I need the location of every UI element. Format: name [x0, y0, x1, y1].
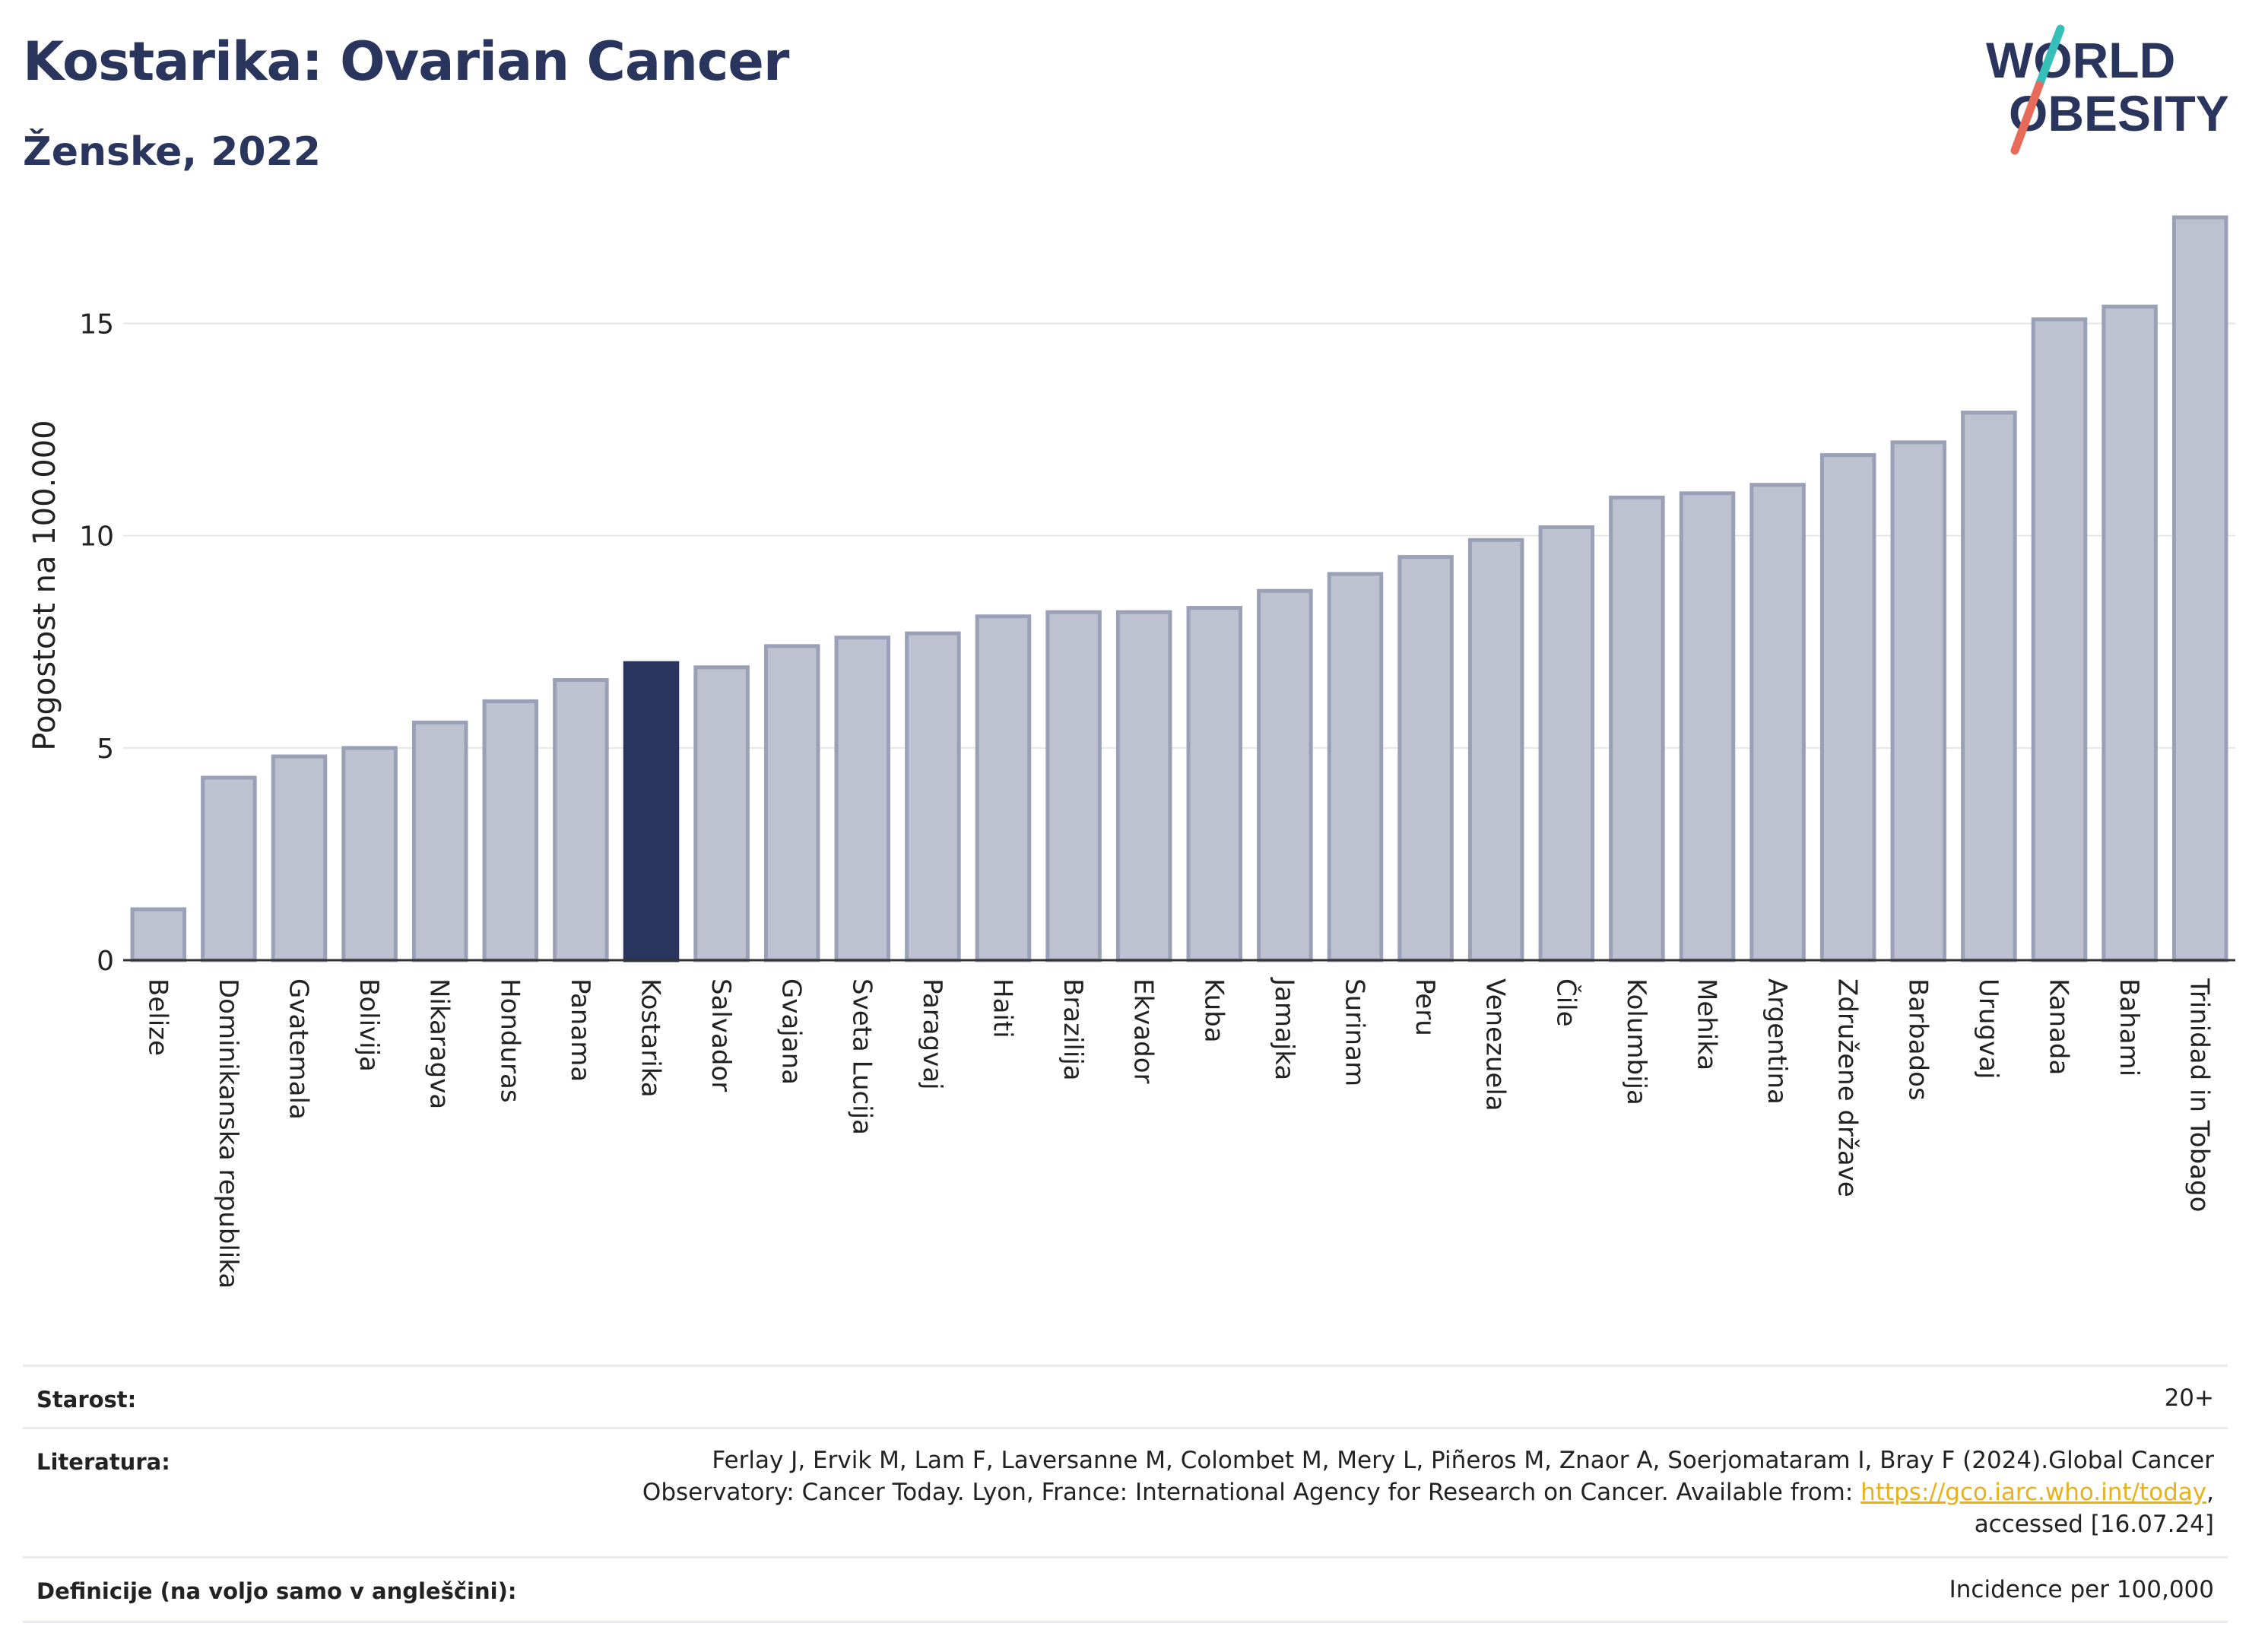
definition-row: Definicije (na voljo samo v angleščini):… [23, 1556, 2228, 1623]
world-obesity-logo: WORLD OBESITY [1986, 24, 2229, 155]
bar [1257, 588, 1313, 962]
x-tick-label: Panama [565, 978, 595, 1082]
bar [1327, 572, 1384, 962]
y-axis-label: Pogostost na 100.000 [27, 420, 62, 750]
literature-line3: accessed [16.07.24] [1974, 1511, 2214, 1538]
bar [1961, 411, 2017, 962]
x-tick-label: Bolivija [354, 978, 384, 1072]
x-tick-label: Bahami [2114, 978, 2144, 1076]
bar [1397, 555, 1454, 962]
logo-line1: WORLD [1986, 32, 2175, 88]
bar [2031, 317, 2088, 962]
age-label: Starost: [36, 1387, 137, 1413]
axis-layer: 0 5 10 15 [79, 309, 2235, 977]
x-tick-label: Jamajka [1269, 977, 1299, 1080]
literature-row: Literatura: Ferlay J, Ervik M, Lam F, La… [23, 1427, 2228, 1558]
bar-chart: 0 5 10 15 Belize Dominikanska republika Gvate… [27, 215, 2235, 1289]
bar [1819, 453, 1876, 962]
info-table: Starost: 20+ Literatura: Ferlay J, Ervik… [23, 1365, 2228, 1623]
x-tick-label: Trinidad in Tobago [2184, 978, 2215, 1212]
logo-slash-red [2010, 81, 2044, 155]
x-labels-layer: Belize Dominikanska republika Gvatemala Bol… [142, 977, 2214, 1289]
x-tick-label: Honduras [494, 978, 525, 1103]
bar [482, 699, 539, 962]
x-tick-label: Haiti [988, 978, 1018, 1038]
x-tick-label: Surinam [1340, 978, 1370, 1086]
bar [411, 720, 468, 962]
x-tick-label: Nikaragva [424, 978, 455, 1109]
x-tick-label: Salvador [706, 978, 736, 1092]
literature-line1: Ferlay J, Ervik M, Lam F, Laversanne M, … [712, 1447, 2214, 1474]
bar [271, 754, 328, 962]
literature-value: Ferlay J, Ervik M, Lam F, Laversanne M, … [642, 1444, 2214, 1540]
x-tick-label: Urugvaj [1973, 978, 2003, 1079]
bar [1538, 525, 1595, 962]
x-tick-label: Ekvador [1128, 978, 1159, 1084]
x-tick-label: Kostarika [636, 978, 666, 1098]
x-tick-label: Kuba [1198, 978, 1229, 1043]
x-tick-label: Belize [142, 978, 173, 1056]
y-tick-label: 5 [97, 734, 114, 765]
bar [2171, 215, 2228, 962]
y-tick-label: 15 [79, 309, 114, 341]
x-tick-label: Dominikanska republika [213, 978, 243, 1289]
x-tick-label: Sveta Lucija [846, 978, 877, 1135]
literature-label: Literatura: [36, 1449, 170, 1475]
x-tick-label: Mehika [1692, 978, 1722, 1070]
x-tick-label: Gvatemala [284, 978, 314, 1120]
x-tick-label: Gvajana [776, 978, 807, 1085]
bar [2101, 304, 2158, 962]
x-tick-label: Argentina [1762, 978, 1792, 1105]
literature-line2: Observatory: Cancer Today. Lyon, France:… [642, 1476, 2214, 1508]
literature-link[interactable]: https://gco.iarc.who.int/today [1860, 1479, 2207, 1506]
x-tick-label: Združene države [1832, 978, 1863, 1197]
bar [1749, 483, 1806, 962]
y-tick-label: 10 [79, 522, 114, 553]
bar [905, 631, 961, 962]
bar [975, 614, 1032, 962]
definition-value: Incidence per 100,000 [1949, 1576, 2214, 1603]
x-tick-label: Venezuela [1480, 978, 1511, 1111]
bar [1467, 537, 1524, 962]
age-value: 20+ [2164, 1384, 2214, 1412]
page-title: Kostarika: Ovarian Cancer [23, 30, 789, 93]
bar [201, 775, 257, 962]
literature-line2-text: Observatory: Cancer Today. Lyon, France:… [642, 1479, 1861, 1506]
bar [763, 644, 820, 962]
bar [1186, 606, 1243, 962]
age-row: Starost: 20+ [23, 1365, 2228, 1429]
x-tick-label: Paragvaj [917, 978, 947, 1090]
x-tick-label: Peru [1410, 978, 1440, 1036]
bar [623, 661, 680, 962]
bar [553, 678, 609, 962]
bar [693, 665, 750, 962]
definition-label: Definicije (na voljo samo v angleščini): [36, 1578, 517, 1604]
bar [834, 636, 891, 962]
bar [1609, 495, 1665, 962]
bar [1679, 491, 1736, 962]
bar [1115, 610, 1172, 962]
x-tick-label: Kanada [2044, 978, 2074, 1075]
bar [341, 746, 398, 962]
logo-line2: OBESITY [2009, 85, 2229, 141]
bars-layer [130, 215, 2228, 962]
bar [1890, 440, 1947, 962]
bar [130, 907, 187, 962]
x-tick-label: Barbados [1902, 978, 1933, 1101]
literature-line2-end: , [2206, 1479, 2214, 1506]
grid-layer [123, 322, 2235, 749]
y-tick-label: 0 [97, 946, 114, 977]
x-tick-label: Čile [1550, 978, 1581, 1027]
bar [1045, 610, 1102, 962]
x-tick-label: Brazilija [1058, 978, 1088, 1081]
logo-slash-teal [2035, 24, 2065, 90]
page-subtitle: Ženske, 2022 [23, 129, 321, 175]
x-tick-label: Kolumbija [1621, 978, 1651, 1105]
